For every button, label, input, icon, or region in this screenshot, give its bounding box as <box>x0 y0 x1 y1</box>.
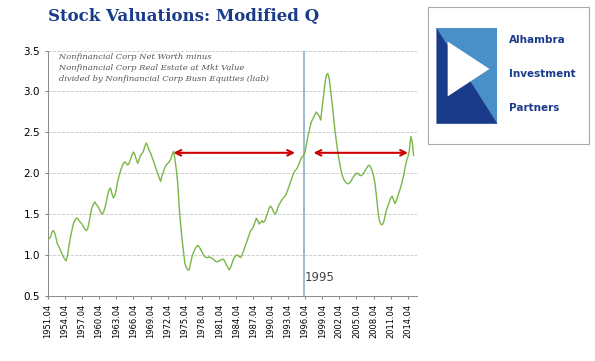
Text: Stock Valuations: Modified Q: Stock Valuations: Modified Q <box>48 8 319 25</box>
Text: Partners: Partners <box>509 103 559 113</box>
Text: 1995: 1995 <box>305 271 334 284</box>
Text: Nonfinancial Corp Net Worth minus
   Nonfinancial Corp Real Estate at Mkt Value
: Nonfinancial Corp Net Worth minus Nonfin… <box>51 53 269 83</box>
FancyBboxPatch shape <box>428 7 589 144</box>
Polygon shape <box>437 28 497 124</box>
Polygon shape <box>437 28 497 124</box>
Polygon shape <box>447 42 490 96</box>
Text: Investment: Investment <box>509 69 575 79</box>
Text: Alhambra: Alhambra <box>509 35 565 45</box>
